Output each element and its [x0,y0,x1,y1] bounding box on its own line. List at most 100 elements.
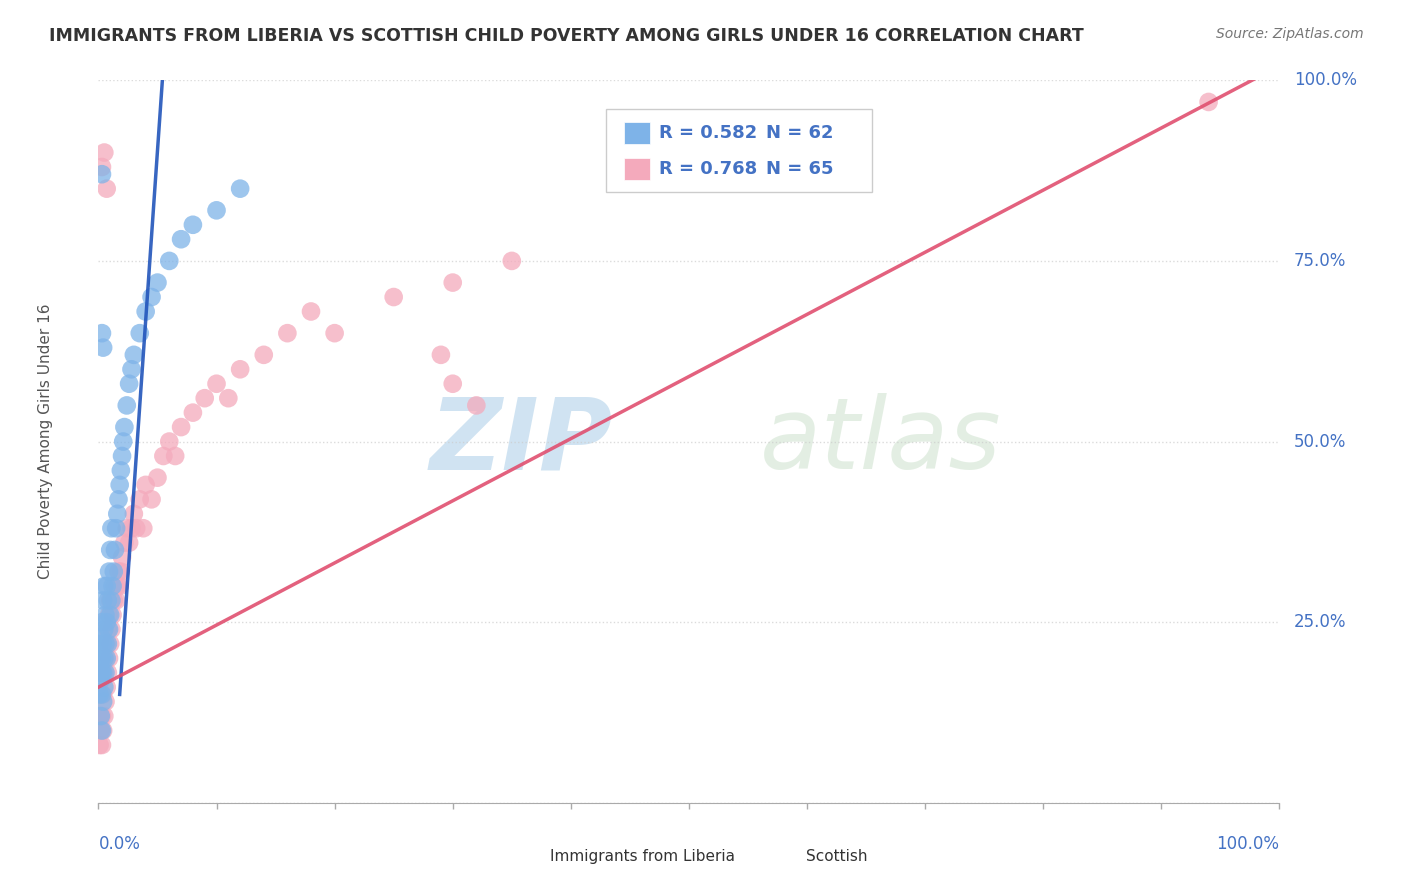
Point [128,492,150,507]
Point [91,709,114,723]
Point [103,565,125,579]
FancyBboxPatch shape [624,158,650,180]
Point [93,145,115,160]
Point [89,651,111,665]
Text: N = 62: N = 62 [766,124,834,142]
FancyBboxPatch shape [517,847,544,868]
Point [91,651,114,665]
Text: atlas: atlas [759,393,1001,490]
Text: 50.0%: 50.0% [1294,433,1346,450]
Point [94,637,117,651]
Point [194,391,217,405]
Point [94,695,117,709]
Text: ZIP: ZIP [429,393,612,490]
Point [299,304,322,318]
Point [98,542,121,557]
Point [94,651,117,665]
Point [441,376,464,391]
Point [121,362,143,376]
Point [89,738,111,752]
Point [93,680,115,694]
Point [141,290,163,304]
Point [229,362,252,376]
Text: 0.0%: 0.0% [98,835,141,854]
Point [98,593,121,607]
Point [100,521,122,535]
Point [118,535,141,549]
Point [111,449,134,463]
Point [91,637,114,651]
Point [112,535,135,549]
Point [98,607,121,622]
Point [98,607,121,622]
Point [97,665,120,680]
Text: Source: ZipAtlas.com: Source: ZipAtlas.com [1216,27,1364,41]
Point [97,623,120,637]
Point [101,579,124,593]
FancyBboxPatch shape [606,109,872,193]
FancyBboxPatch shape [773,847,800,868]
Point [100,593,122,607]
Point [132,521,155,535]
Point [91,341,114,355]
Point [96,182,118,196]
Point [93,709,115,723]
Point [141,492,163,507]
Point [91,695,114,709]
Point [91,687,114,701]
Point [125,521,148,535]
Point [128,326,150,340]
Point [100,623,122,637]
Point [98,623,121,637]
Point [181,406,204,420]
Point [107,565,129,579]
Point [110,463,132,477]
Text: Child Poverty Among Girls Under 16: Child Poverty Among Girls Under 16 [38,304,53,579]
Point [91,738,114,752]
Text: 75.0%: 75.0% [1294,252,1346,270]
Point [112,420,135,434]
Point [93,623,115,637]
Point [146,276,169,290]
Point [430,348,453,362]
Point [121,521,143,535]
Point [91,665,114,680]
Point [104,579,127,593]
Point [91,615,114,630]
Point [111,550,134,565]
Point [91,665,114,680]
FancyBboxPatch shape [624,122,650,144]
Point [107,492,129,507]
Point [90,687,112,701]
Point [91,723,114,738]
Point [105,507,128,521]
Point [94,665,117,680]
Point [105,579,128,593]
Point [105,593,128,607]
Point [98,651,121,665]
Point [135,304,157,318]
Point [501,253,523,268]
Point [96,579,118,593]
Point [96,651,118,665]
Point [441,276,464,290]
Point [90,630,112,644]
Point [135,478,157,492]
Point [96,680,118,694]
Point [157,253,180,268]
Point [93,665,115,680]
Point [146,470,169,484]
Point [1198,95,1220,109]
Point [91,326,114,340]
Point [122,348,145,362]
Point [96,637,118,651]
Point [152,449,174,463]
Point [90,673,112,687]
Point [91,665,114,680]
Point [170,232,193,246]
Point [181,218,204,232]
Text: 100.0%: 100.0% [1216,835,1279,854]
Point [91,593,114,607]
Point [115,521,138,535]
Point [91,167,114,181]
